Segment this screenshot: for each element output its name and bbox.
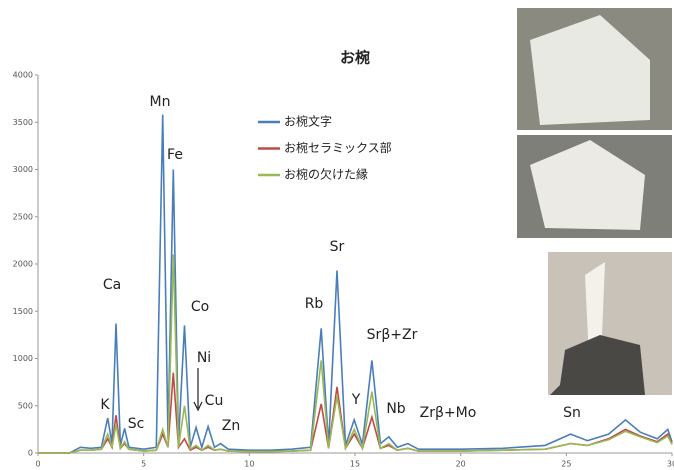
peak-label: Zn bbox=[222, 418, 240, 434]
x-tick-label: 20 bbox=[456, 460, 466, 469]
legend-label: お椀文字 bbox=[284, 114, 332, 129]
peak-label: K bbox=[100, 397, 110, 413]
x-tick-label: 25 bbox=[561, 460, 571, 469]
peak-label: Srβ+Zr bbox=[367, 327, 418, 343]
x-tick-label: 30 bbox=[667, 460, 674, 469]
y-tick-label: 2000 bbox=[13, 260, 33, 269]
y-tick-label: 3500 bbox=[13, 118, 33, 127]
y-tick-label: 1000 bbox=[13, 354, 33, 363]
peak-label: Cu bbox=[205, 393, 224, 409]
peak-label: Fe bbox=[167, 147, 183, 163]
peak-label: Rb bbox=[305, 296, 324, 312]
chart: お椀 0 500 1000 1500 2000 2500 3000 3500 4000 0 5 10 1… bbox=[0, 0, 674, 470]
x-tick-label: 0 bbox=[35, 460, 40, 469]
peak-label: Y bbox=[351, 392, 361, 408]
y-tick-label: 3000 bbox=[13, 165, 33, 174]
peak-label: Co bbox=[191, 299, 209, 315]
peak-label: Sr bbox=[330, 239, 345, 255]
chart-title: お椀 bbox=[340, 49, 370, 67]
y-tick-label: 4000 bbox=[13, 71, 33, 80]
peak-label: Nb bbox=[386, 401, 405, 417]
legend-label: お椀の欠けた縁 bbox=[284, 167, 368, 182]
y-tick-label: 500 bbox=[18, 401, 33, 410]
x-tick-label: 15 bbox=[350, 460, 360, 469]
peak-label: Sc bbox=[128, 416, 145, 432]
legend-label: お椀セラミックス部 bbox=[284, 140, 392, 155]
x-tick-label: 10 bbox=[244, 460, 254, 469]
y-tick-label: 2500 bbox=[13, 212, 33, 221]
y-tick-label: 0 bbox=[28, 449, 33, 458]
x-tick-label: 5 bbox=[141, 460, 146, 469]
photos bbox=[517, 8, 672, 395]
peak-label: Zrβ+Mo bbox=[420, 405, 477, 421]
peak-label: Sn bbox=[563, 405, 581, 421]
y-tick-label: 1500 bbox=[13, 307, 33, 316]
peak-label: Ni bbox=[197, 350, 211, 366]
peak-label: Ca bbox=[103, 277, 121, 293]
peak-label: Mn bbox=[150, 94, 171, 110]
